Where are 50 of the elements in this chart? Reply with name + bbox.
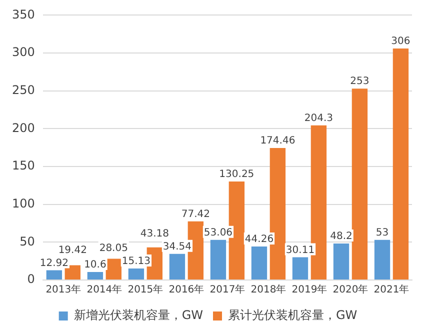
data-label: 204.3 bbox=[304, 113, 334, 124]
x-tick-label: 2018年 bbox=[250, 284, 286, 296]
x-tick-label: 2013年 bbox=[46, 284, 82, 296]
x-tick-label: 2019年 bbox=[292, 284, 328, 296]
bar bbox=[128, 268, 144, 280]
legend-label: 累计光伏装机容量，GW bbox=[228, 308, 358, 322]
data-label: 43.18 bbox=[140, 228, 169, 240]
bar bbox=[210, 240, 226, 280]
data-label: 30.11 bbox=[286, 244, 315, 256]
bar bbox=[392, 48, 409, 280]
x-tick-label: 2017年 bbox=[210, 284, 246, 296]
bar bbox=[46, 270, 62, 280]
data-label: 306 bbox=[391, 36, 410, 48]
x-tick-label: 2014年 bbox=[86, 284, 122, 296]
bar bbox=[169, 254, 186, 280]
legend-label: 新增光伏装机容量，GW bbox=[74, 308, 204, 322]
y-tick-label: 0 bbox=[27, 272, 35, 286]
data-label: 28.05 bbox=[99, 243, 128, 254]
bar bbox=[106, 258, 122, 280]
data-label: 34.54 bbox=[162, 241, 192, 252]
y-tick-label: 250 bbox=[12, 82, 35, 97]
data-label: 77.42 bbox=[181, 209, 210, 220]
bar bbox=[292, 257, 308, 280]
bar bbox=[352, 88, 368, 280]
y-tick-label: 150 bbox=[12, 158, 35, 173]
data-label: 10.6 bbox=[84, 260, 106, 271]
bar bbox=[64, 265, 80, 280]
y-tick-label: 50 bbox=[20, 234, 35, 248]
data-label: 15.13 bbox=[122, 256, 151, 268]
x-tick-label: 2021年 bbox=[374, 284, 410, 296]
y-tick-label: 300 bbox=[12, 45, 35, 60]
x-tick-label: 2020年 bbox=[332, 284, 368, 296]
x-tick-label: 2015年 bbox=[128, 284, 164, 296]
data-label: 44.26 bbox=[244, 234, 274, 246]
bar bbox=[374, 240, 390, 280]
y-tick-label: 200 bbox=[12, 120, 35, 135]
y-tick-label: 100 bbox=[12, 196, 35, 210]
data-label: 130.25 bbox=[219, 169, 254, 180]
data-label: 48.2 bbox=[330, 231, 352, 242]
bar bbox=[87, 272, 104, 280]
data-label: 53.06 bbox=[204, 227, 233, 238]
data-label: 174.46 bbox=[260, 136, 296, 147]
x-tick-label: 2016年 bbox=[168, 284, 204, 296]
y-tick-label: 350 bbox=[12, 7, 35, 22]
data-label: 53 bbox=[376, 227, 389, 238]
bar bbox=[333, 244, 350, 280]
data-label: 19.42 bbox=[58, 244, 87, 256]
data-label: 12.92 bbox=[40, 258, 69, 269]
bar bbox=[251, 246, 268, 280]
data-label: 253 bbox=[350, 76, 370, 88]
